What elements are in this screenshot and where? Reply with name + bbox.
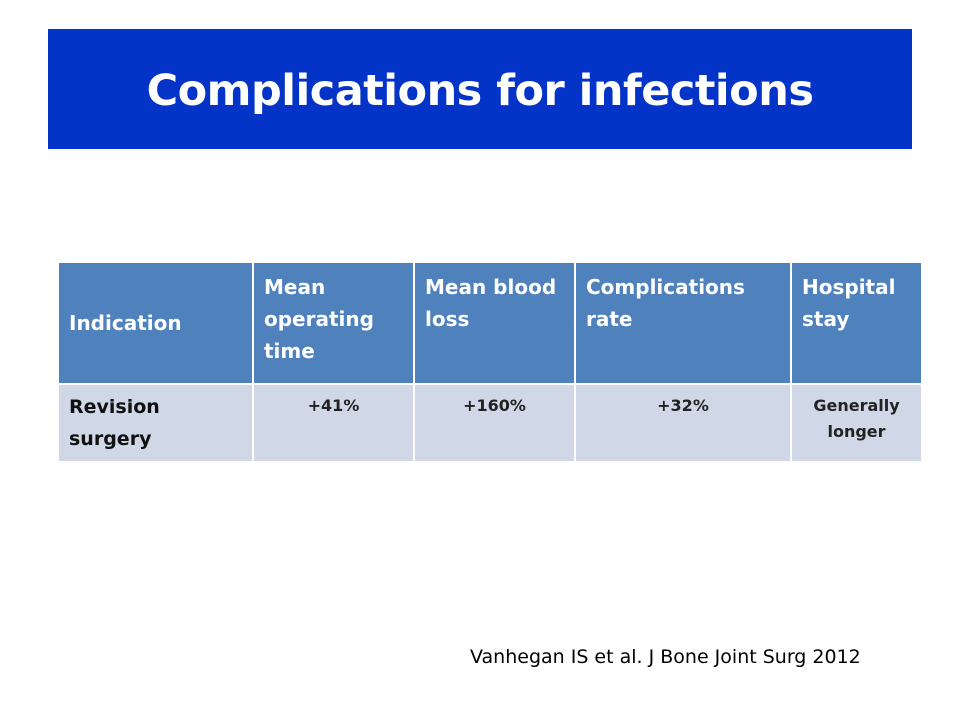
table-header-row: Indication Mean operating time Mean bloo… [57,261,923,385]
slide-title: Complications for infections [146,66,814,116]
cell-mean-operating-time: +41% [252,383,415,463]
cell-complications-rate: +32% [574,383,792,463]
header-hospital-stay: Hospital stay [790,261,923,385]
cell-mean-blood-loss: +160% [413,383,576,463]
cell-hospital-stay: Generally longer [790,383,923,463]
title-banner: Complications for infections [48,29,912,149]
table-row: Revision surgery +41% +160% +32% General… [57,383,923,463]
header-mean-blood-loss: Mean blood loss [413,261,576,385]
complications-table: Indication Mean operating time Mean bloo… [57,261,923,463]
header-complications-rate: Complications rate [574,261,792,385]
row-label-revision-surgery: Revision surgery [57,383,254,463]
citation: Vanhegan IS et al. J Bone Joint Surg 201… [470,646,861,668]
header-indication: Indication [57,261,254,385]
header-mean-operating-time: Mean operating time [252,261,415,385]
